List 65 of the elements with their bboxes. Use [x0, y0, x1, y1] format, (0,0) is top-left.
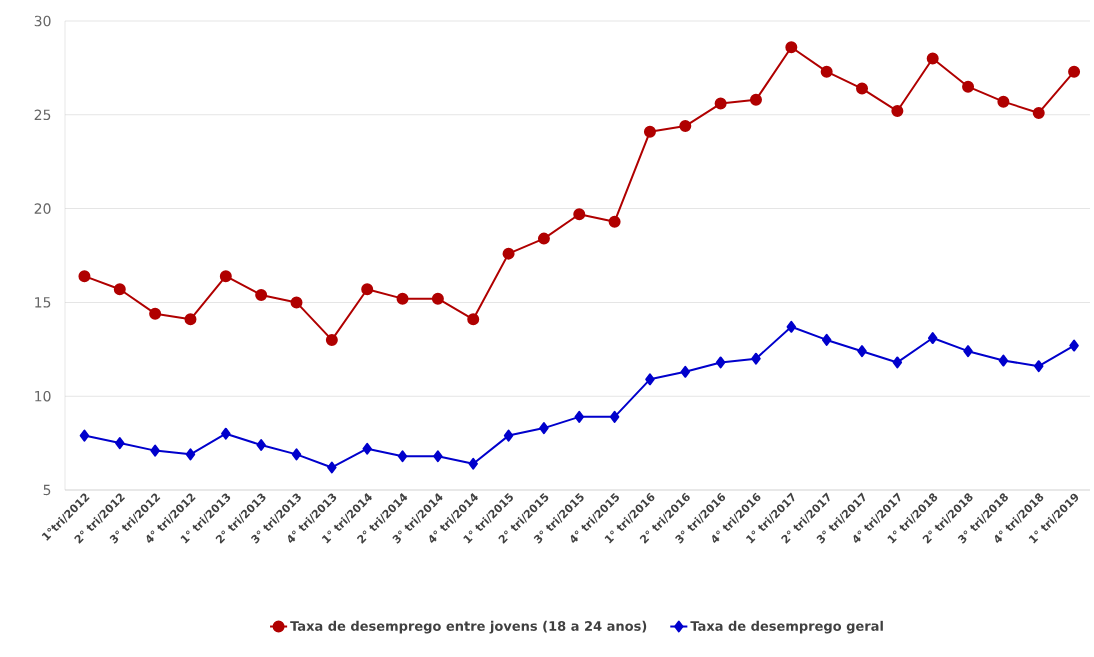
point [219, 270, 232, 283]
point [609, 410, 620, 423]
point [643, 125, 656, 138]
legend-label: Taxa de desemprego entre jovens (18 a 24 anos) [290, 620, 647, 634]
point [539, 422, 549, 435]
point [608, 215, 621, 228]
point [396, 292, 409, 305]
legend-label: Taxa de desemprego geral [690, 620, 883, 634]
point [468, 457, 478, 470]
point [149, 307, 162, 320]
point [467, 313, 480, 326]
point [749, 93, 762, 106]
point [715, 356, 726, 369]
point [361, 283, 374, 296]
y-tick-label: 25 [34, 109, 51, 121]
point [78, 270, 91, 283]
point [680, 365, 691, 378]
point [255, 288, 268, 301]
point [857, 345, 867, 358]
point [786, 320, 797, 333]
y-tick-label: 30 [34, 15, 51, 27]
point [503, 429, 514, 442]
point [1032, 106, 1045, 119]
point [327, 461, 337, 474]
point [184, 313, 197, 326]
point [397, 450, 408, 463]
y-tick-label: 20 [34, 203, 51, 214]
point [291, 448, 302, 461]
point [290, 296, 303, 309]
point [1033, 360, 1044, 373]
point [785, 41, 798, 54]
point [221, 427, 231, 440]
point [927, 332, 938, 345]
point [821, 333, 832, 346]
point [502, 247, 515, 260]
point [997, 95, 1010, 108]
point [362, 442, 372, 455]
point [113, 283, 126, 296]
y-tick-label: 10 [35, 390, 51, 402]
point [574, 410, 585, 423]
point [433, 450, 443, 463]
point [185, 448, 196, 461]
point [1068, 65, 1081, 78]
point [1069, 339, 1079, 352]
point [573, 208, 586, 221]
point [963, 345, 973, 358]
point [998, 354, 1009, 367]
point [679, 120, 692, 133]
point [926, 52, 939, 65]
y-tick-label: 15 [35, 297, 51, 308]
point [891, 105, 904, 118]
point [150, 444, 160, 457]
point [256, 438, 266, 451]
point [856, 82, 869, 95]
point [751, 352, 761, 365]
point [645, 373, 655, 386]
point [431, 292, 444, 305]
point [892, 356, 903, 369]
point [79, 429, 90, 442]
point [714, 97, 727, 110]
point [537, 232, 550, 245]
point [325, 333, 338, 346]
point [962, 80, 975, 93]
point [820, 65, 833, 78]
point [115, 437, 125, 450]
